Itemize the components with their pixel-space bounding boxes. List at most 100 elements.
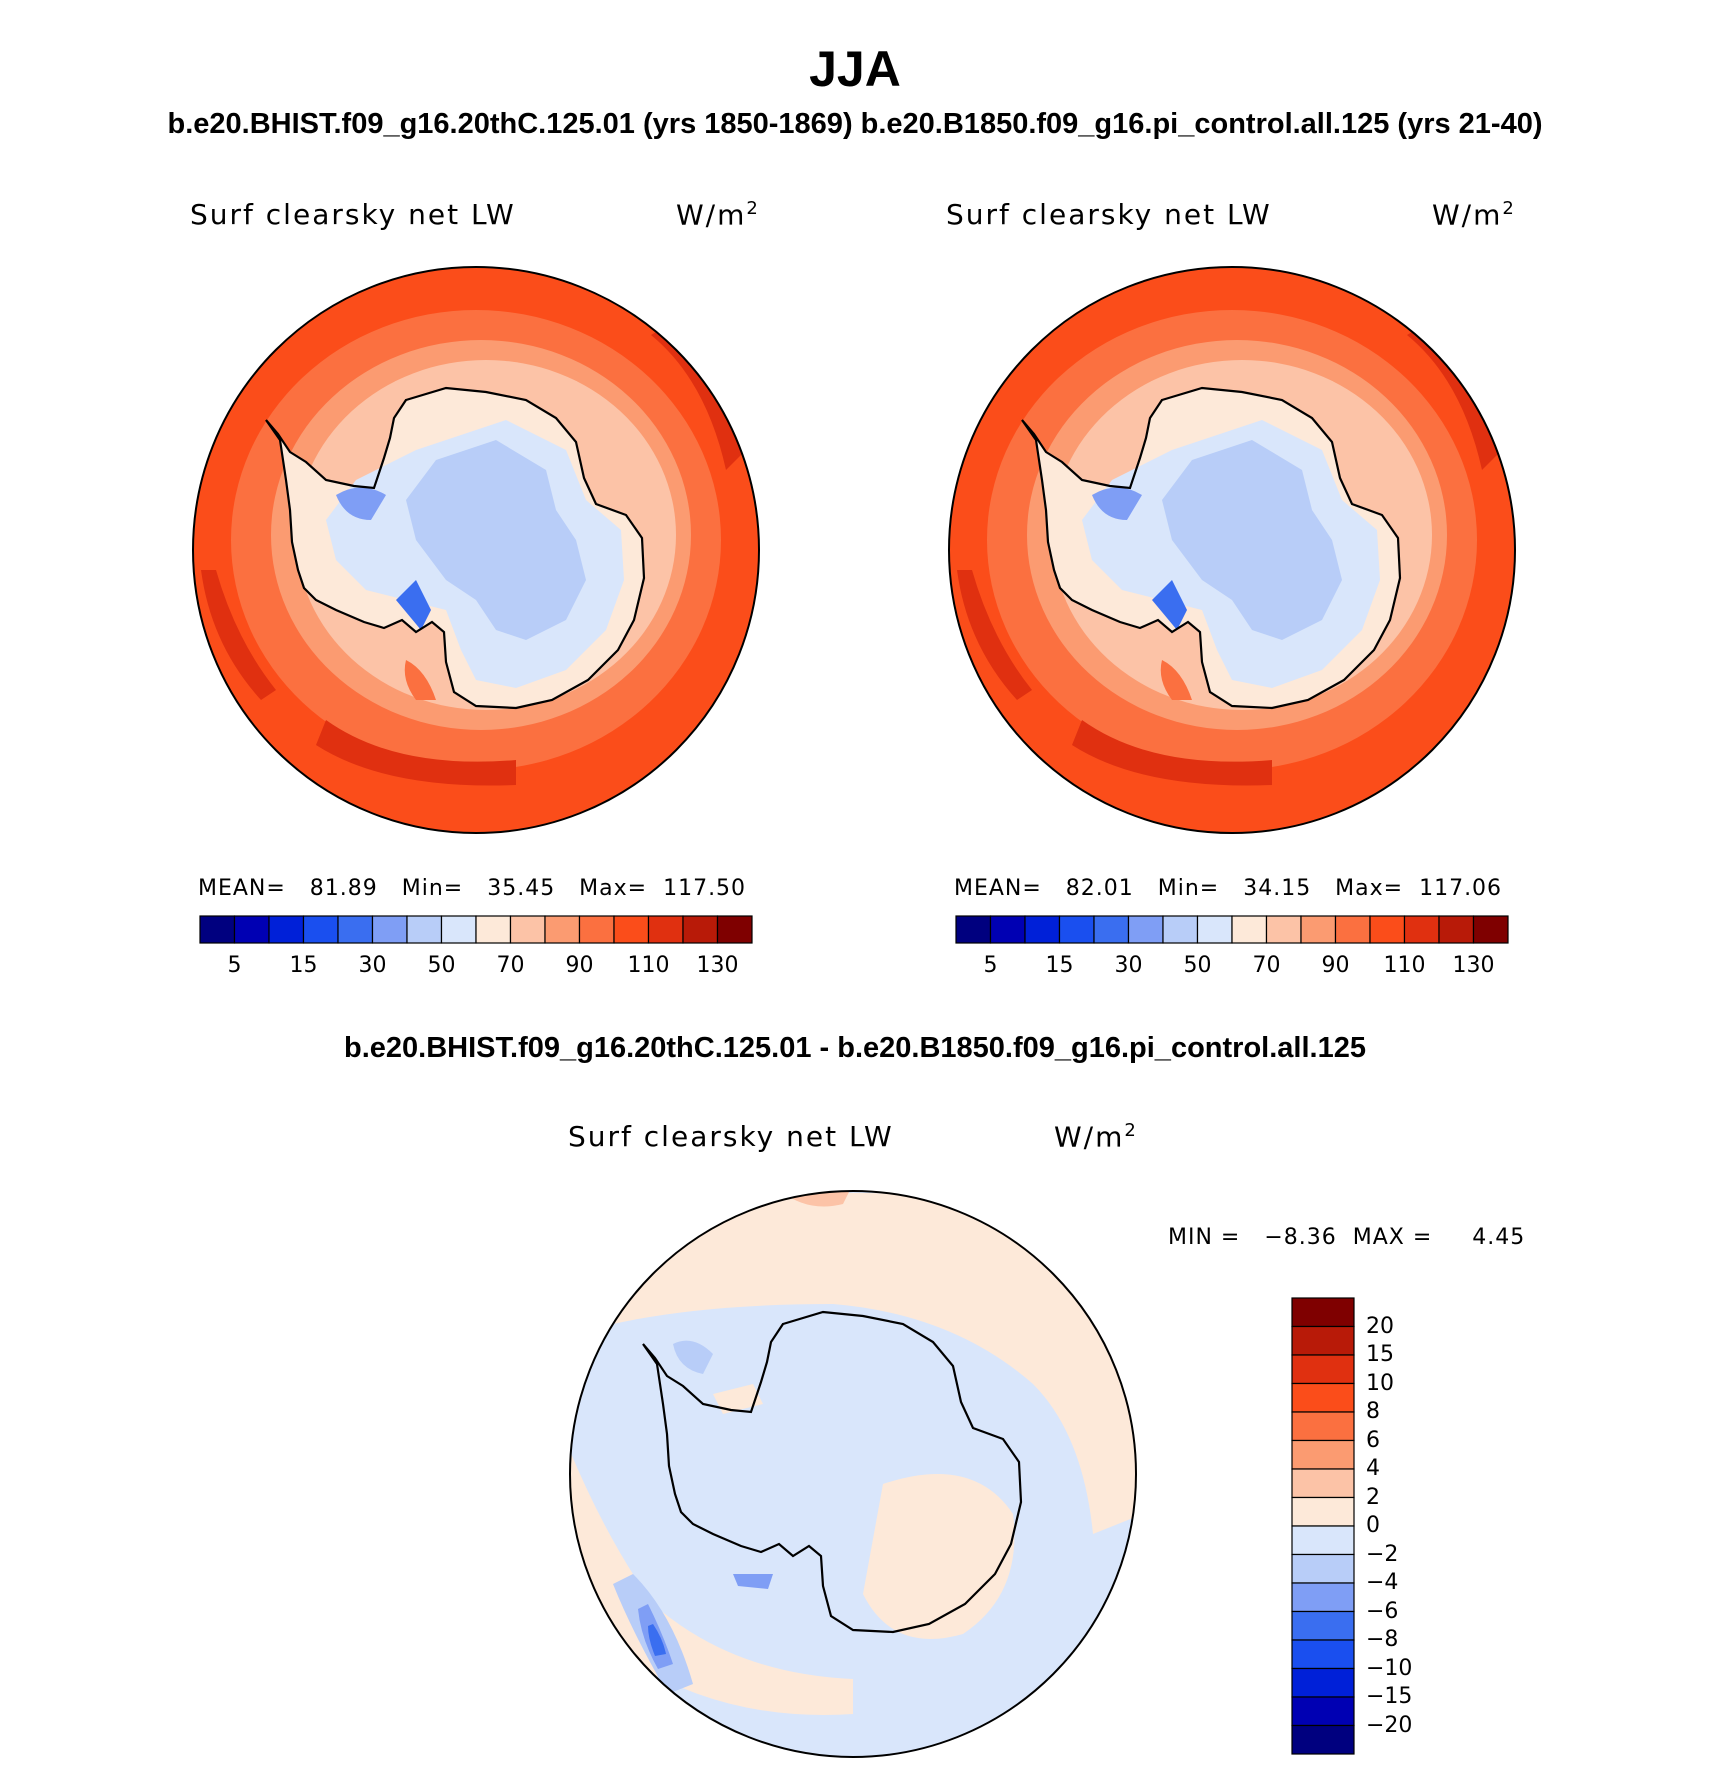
panel1-variable-label: Surf clearsky net LW (190, 198, 516, 231)
colorbar-swatch (233, 915, 270, 944)
colorbar-swatch (475, 915, 512, 944)
colorbar-swatch (1438, 915, 1475, 944)
colorbar-swatch (1291, 1468, 1355, 1499)
colorbar-swatch (1162, 915, 1199, 944)
colorbar-swatch (1291, 1297, 1355, 1328)
diff-map-border (569, 1190, 1137, 1758)
colorbar-swatch (544, 915, 581, 944)
colorbar-swatch (337, 915, 374, 944)
colorbar-tick-label: 90 (565, 953, 594, 978)
diff-variable-label: Surf clearsky net LW (568, 1120, 894, 1153)
colorbar-tick-label: 0 (1366, 1513, 1380, 1538)
panel2-variable-label: Surf clearsky net LW (946, 198, 1272, 231)
colorbar-tick-label: −4 (1366, 1570, 1399, 1595)
colorbar-swatch (1291, 1610, 1355, 1641)
panel2-map-border (948, 266, 1516, 834)
diff-title: b.e20.BHIST.f09_g16.20thC.125.01 - b.e20… (344, 1032, 1366, 1064)
colorbar-swatch (1291, 1525, 1355, 1556)
colorbar-tick-label: 130 (1452, 953, 1495, 978)
colorbar-tick-label: −8 (1366, 1627, 1399, 1652)
colorbar-swatch (1291, 1724, 1355, 1755)
colorbar-swatch (1265, 915, 1302, 944)
colorbar-tick-label: 15 (1045, 953, 1074, 978)
colorbar-swatch (955, 915, 992, 944)
colorbar-tick-label: 5 (983, 953, 998, 978)
colorbar-swatch (1300, 915, 1337, 944)
colorbar-swatch (1093, 915, 1130, 944)
panel2-units-label: W/m2 (1432, 198, 1516, 232)
colorbar-tick-label: 8 (1366, 1399, 1380, 1424)
case-pair-title: b.e20.BHIST.f09_g16.20thC.125.01 (yrs 18… (167, 108, 1543, 140)
colorbar-swatch (440, 915, 477, 944)
colorbar-tick-label: 50 (427, 953, 456, 978)
colorbar-tick-label: 15 (1366, 1342, 1394, 1367)
colorbar-swatch (647, 915, 684, 944)
colorbar-tick-label: 10 (1366, 1370, 1394, 1396)
panel1-units-label: W/m2 (676, 198, 760, 232)
diff-map (570, 1191, 1136, 1757)
colorbar-swatch (1127, 915, 1164, 944)
colorbar-tick-label: −15 (1366, 1684, 1413, 1709)
diff-units-label: W/m2 (1054, 1120, 1138, 1154)
diff-stats: MIN = −8.36 MAX = 4.45 (1168, 1225, 1526, 1250)
colorbar-swatch (1291, 1325, 1355, 1356)
colorbar-tick-label: 30 (1114, 953, 1143, 978)
colorbar-swatch (1291, 1553, 1355, 1584)
colorbar-swatch (1472, 915, 1509, 944)
panel2-stats: MEAN= 82.01 Min= 34.15 Max= 117.06 (954, 876, 1503, 901)
colorbar-tick-label: −20 (1366, 1712, 1413, 1738)
colorbar-tick-label: 15 (289, 953, 318, 978)
colorbar-tick-label: 6 (1366, 1427, 1380, 1453)
colorbar-swatch (1291, 1639, 1355, 1670)
colorbar-swatch (1291, 1382, 1355, 1413)
colorbar-tick-label: 30 (358, 953, 387, 978)
colorbar-swatch (1291, 1439, 1355, 1470)
panel1-map (176, 250, 776, 850)
colorbar-tick-label: 110 (1383, 953, 1426, 978)
panel2-map (932, 250, 1532, 850)
colorbar-tick-label: 70 (1252, 953, 1281, 978)
colorbar-swatch (1231, 915, 1268, 944)
colorbar-swatch (1291, 1696, 1355, 1727)
figure-title: JJA (809, 41, 901, 97)
colorbar-tick-label: 2 (1366, 1484, 1380, 1510)
colorbar-swatch (578, 915, 615, 944)
colorbar-swatch (1403, 915, 1440, 944)
colorbar-swatch (1196, 915, 1233, 944)
colorbar-tick-label: 20 (1366, 1313, 1394, 1339)
colorbar-swatch (1291, 1496, 1355, 1527)
panel1-colorbar (199, 915, 753, 944)
colorbar-tick-label: −10 (1366, 1655, 1413, 1681)
colorbar-tick-label: 50 (1183, 953, 1212, 978)
colorbar-swatch (268, 915, 305, 944)
colorbar-swatch (1291, 1582, 1355, 1613)
colorbar-swatch (989, 915, 1026, 944)
panel2-colorbar (955, 915, 1509, 944)
colorbar-swatch (1334, 915, 1371, 944)
colorbar-tick-label: −6 (1366, 1598, 1399, 1624)
colorbar-swatch (1369, 915, 1406, 944)
colorbar-swatch (406, 915, 443, 944)
colorbar-swatch (371, 915, 408, 944)
colorbar-tick-label: 5 (227, 953, 242, 978)
colorbar-swatch (302, 915, 339, 944)
panel1-stats: MEAN= 81.89 Min= 35.45 Max= 117.50 (198, 876, 747, 901)
colorbar-swatch (1058, 915, 1095, 944)
colorbar-swatch (682, 915, 719, 944)
colorbar-tick-label: 70 (496, 953, 525, 978)
colorbar-tick-label: 110 (627, 953, 670, 978)
colorbar-swatch (1024, 915, 1061, 944)
colorbar-swatch (1291, 1667, 1355, 1698)
colorbar-swatch (716, 915, 753, 944)
colorbar-swatch (1291, 1411, 1355, 1442)
colorbar-swatch (509, 915, 546, 944)
colorbar-swatch (1291, 1354, 1355, 1385)
colorbar-tick-label: 90 (1321, 953, 1350, 978)
panel1-map-border (192, 266, 760, 834)
colorbar-tick-label: −2 (1366, 1541, 1399, 1567)
diff-colorbar (1291, 1297, 1355, 1755)
colorbar-tick-label: 4 (1366, 1456, 1380, 1481)
colorbar-tick-label: 130 (696, 953, 739, 978)
colorbar-swatch (199, 915, 236, 944)
